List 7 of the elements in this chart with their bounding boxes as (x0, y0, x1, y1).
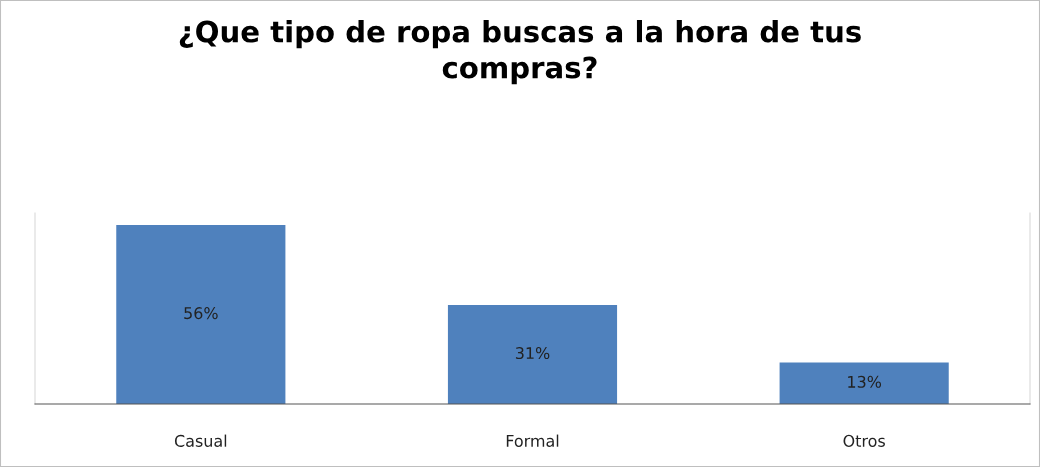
data-label: 56% (184, 307, 218, 320)
data-label: 31% (515, 347, 550, 360)
chart-title: ¿Que tipo de ropa buscas a la hora de tus compras? (179, 20, 861, 85)
x-tick-label: Otros (843, 434, 885, 447)
x-tick-label: Formal (506, 434, 559, 447)
x-tick-label: Casual (174, 434, 227, 447)
data-label: 13% (848, 375, 882, 388)
